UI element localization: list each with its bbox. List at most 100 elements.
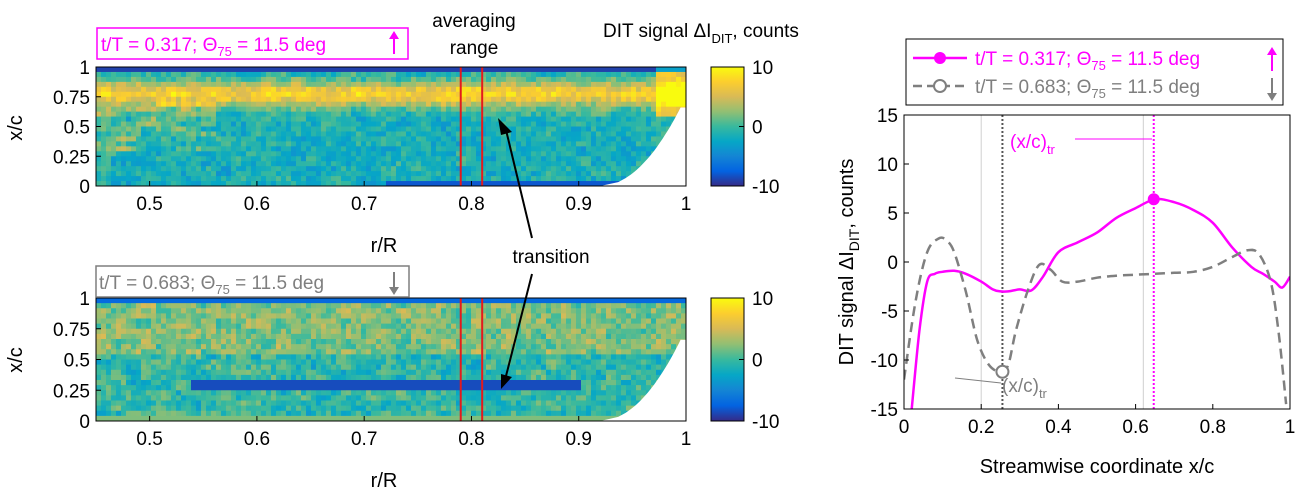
heatmap-cell [246,395,252,402]
heatmap-cell [201,390,207,396]
heatmap-cell [206,166,212,172]
heatmap-cell [431,111,437,118]
heatmap-cell [446,171,452,177]
heatmap-cell [306,380,312,386]
heatmap-cell [556,156,562,162]
heatmap-cell [206,344,212,350]
heatmap-cell [376,126,382,133]
heatmap-cell [446,395,452,402]
heatmap-cell [171,111,177,118]
heatmap-cell [466,161,472,167]
heatmap-cell [361,298,367,304]
heatmap-cell [171,116,177,123]
heatmap-cell [146,76,152,83]
heatmap-cell [196,166,202,172]
heatmap-cell [396,101,402,108]
heatmap-cell [631,91,637,98]
heatmap-cell [441,303,447,309]
heatmap-cell [151,349,157,355]
heatmap-cell [161,151,167,157]
heatmap-cell [436,111,442,118]
heatmap-cell [166,364,172,371]
heatmap-cell [251,176,257,182]
heatmap-cell [426,181,432,186]
heatmap-cell [166,415,172,421]
heatmap-cell [166,166,172,172]
heatmap-cell [441,151,447,157]
heatmap-cell [321,390,327,396]
heatmap-cell [261,131,267,138]
heatmap-cell [276,318,282,325]
heatmap-cell [391,181,397,186]
heatmap-cell [526,116,532,123]
heatmap-cell [271,303,277,309]
heatmap-cell [336,106,342,113]
heatmap-cell [381,303,387,309]
heatmap-cell [221,410,227,417]
heatmap-cell [286,176,292,182]
heatmap-cell [201,67,207,73]
heatmap-cell [161,161,167,167]
heatmap-cell [486,176,492,182]
heatmap-cell [416,171,422,177]
heatmap-cell [511,349,517,355]
heatmap-cell [346,161,352,167]
heatmap-cell [241,344,247,350]
heatmap-cell [326,156,332,162]
heatmap-cell [296,359,302,366]
heatmap-cell [276,405,282,412]
heatmap-cell [281,121,287,128]
heatmap-cell [326,121,332,128]
heatmap-cell [321,303,327,309]
heatmap-cell [321,328,327,335]
heatmap-cell [266,101,272,108]
heatmap-cell [151,96,157,103]
heatmap-cell [521,171,527,177]
heatmap-cell [371,313,377,320]
heatmap-cell [231,126,237,133]
heatmap-cell [481,131,487,138]
heatmap-cell [291,308,297,314]
heatmap-cell [326,111,332,118]
heatmap-cell [431,151,437,157]
heatmap-cell [461,303,467,309]
heatmap-cell [236,344,242,350]
heatmap-cell [601,181,607,186]
heatmap-cell [156,405,162,412]
heatmap-cell [561,101,567,108]
heatmap-cell [226,318,232,325]
heatmap-cell [161,390,167,396]
heatmap-cell [371,151,377,157]
heatmap-cell [601,166,607,172]
heatmap-cell [456,328,462,335]
heatmap-cell [341,181,347,186]
heatmap-cell [391,323,397,330]
heatmap-cell [301,390,307,396]
heatmap-cell [286,181,292,186]
heatmap-cell [206,410,212,417]
heatmap-cell [476,369,482,376]
heatmap-cell [536,171,542,177]
heatmap-cell [351,390,357,396]
heatmap-cell [636,146,642,152]
heatmap-cell [266,323,272,330]
heatmap-cell [541,86,547,93]
heatmap-cell [346,146,352,152]
heatmap-cell [381,91,387,98]
heatmap-cell [221,67,227,73]
heatmap-cell [511,166,517,172]
heatmap-cell [96,410,102,417]
heatmap-cell [281,359,287,366]
heatmap-cell [496,344,502,350]
heatmap-cell [391,126,397,133]
heatmap-cell [276,106,282,113]
heatmap-cell [636,81,642,88]
heatmap-cell [321,101,327,108]
heatmap-cell [101,126,107,133]
heatmap-cell [516,410,522,417]
heatmap-cell [651,116,657,123]
heatmap-cell [331,126,337,133]
heatmap-cell [436,106,442,113]
heatmap-cell [246,81,252,88]
heatmap-cell [156,349,162,355]
